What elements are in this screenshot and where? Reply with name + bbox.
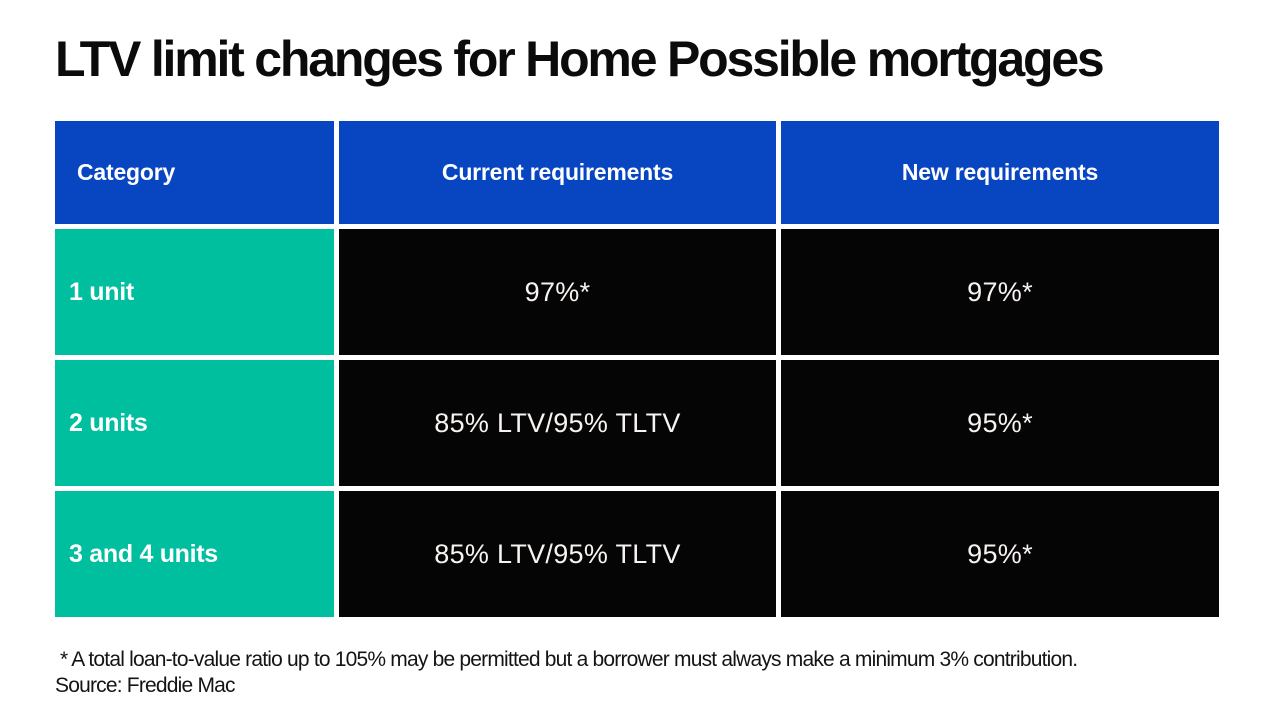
value-text: 95%* [967,538,1033,569]
category-label: 2 units [69,408,148,437]
category-label: 3 and 4 units [69,539,218,568]
page-title: LTV limit changes for Home Possible mort… [55,31,1105,87]
ltv-requirements-table: Category Current requirements New requir… [55,121,1219,617]
value-text: 85% LTV/95% TLTV [434,407,681,438]
value-text: 97%* [967,276,1033,307]
value-text: 85% LTV/95% TLTV [434,538,681,569]
header-label-current-requirements: Current requirements [441,159,674,185]
category-cell-3-and-4-units: 3 and 4 units [55,491,334,617]
footnote-source: Source: Freddie Mac [55,674,236,697]
value-cell-row2-new: 95%* [781,360,1219,486]
footnote-block: * A total loan-to-value ratio up to 105%… [55,647,1078,699]
header-cell-new-requirements: New requirements [781,121,1219,224]
header-label-category: Category [77,159,176,185]
value-cell-row2-current: 85% LTV/95% TLTV [339,360,776,486]
value-cell-row3-current: 85% LTV/95% TLTV [339,491,776,617]
footnote-asterisk-note: * A total loan-to-value ratio up to 105%… [55,648,1078,671]
value-cell-row3-new: 95%* [781,491,1219,617]
category-cell-2-units: 2 units [55,360,334,486]
category-label: 1 unit [69,277,134,306]
value-cell-row1-current: 97%* [339,229,776,355]
category-cell-1-unit: 1 unit [55,229,334,355]
header-cell-current-requirements: Current requirements [339,121,776,224]
value-cell-row1-new: 97%* [781,229,1219,355]
value-text: 95%* [967,407,1033,438]
value-text: 97%* [524,276,591,307]
header-cell-category: Category [55,121,334,224]
header-label-new-requirements: New requirements [901,159,1099,185]
